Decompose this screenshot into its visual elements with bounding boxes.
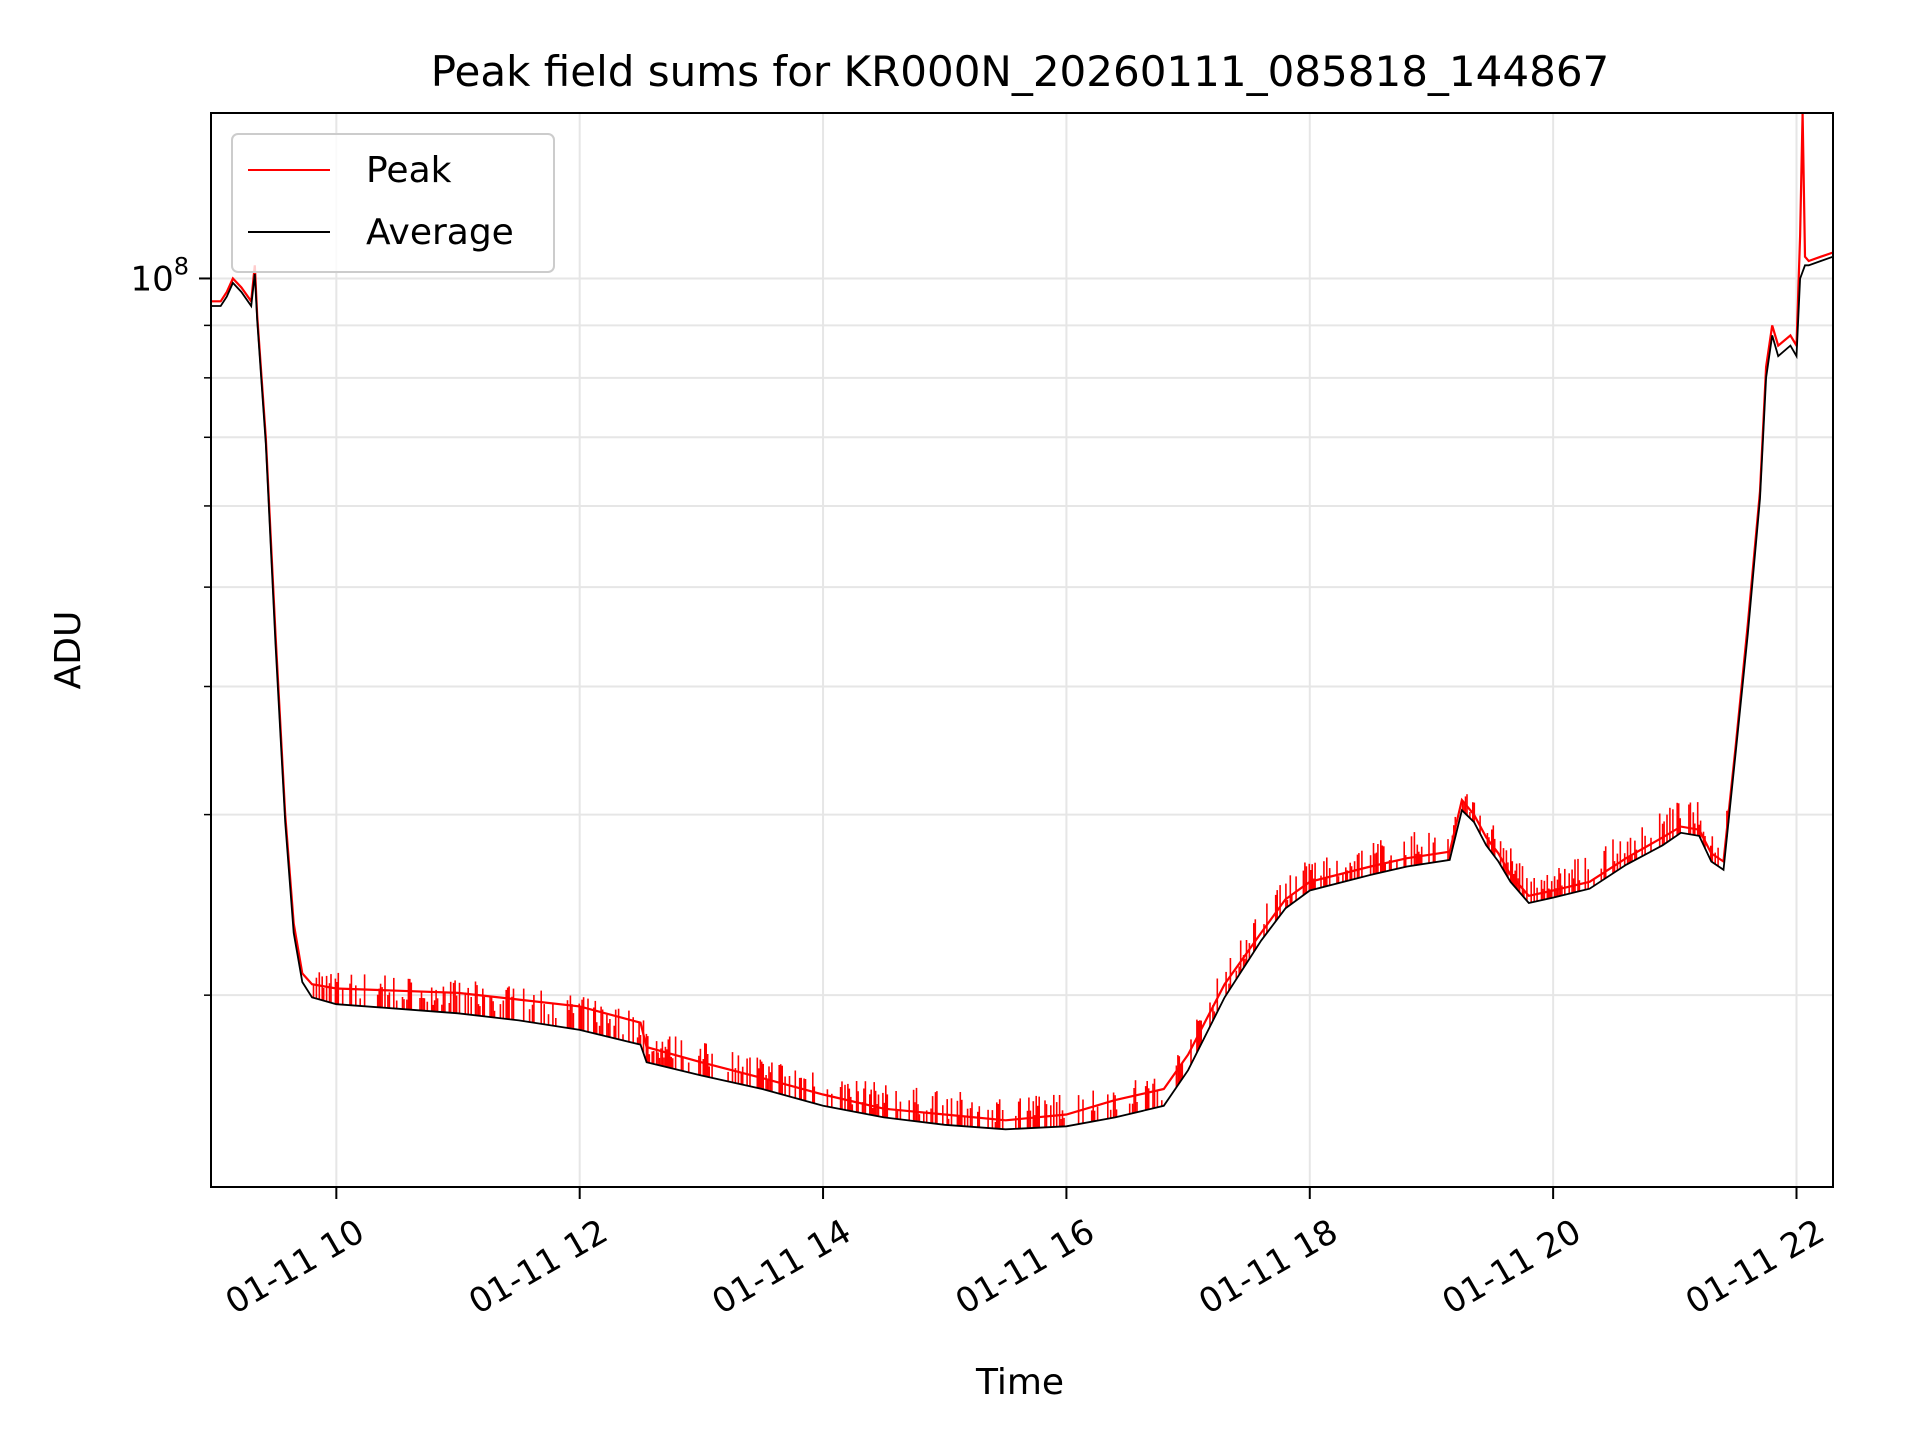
y-axis-ticks: 108 xyxy=(130,252,211,299)
y-tick-label: 108 xyxy=(130,252,189,299)
series-line-average xyxy=(211,255,1833,1131)
plot-frame xyxy=(210,112,1834,1188)
legend-label-average: Average xyxy=(366,212,514,253)
y-axis-label: ADU xyxy=(48,611,89,690)
x-axis-label: Time xyxy=(975,1362,1064,1403)
legend-box xyxy=(231,133,555,273)
legend-label-peak: Peak xyxy=(366,150,452,191)
chart-title: Peak field sums for KR000N_20260111_0858… xyxy=(431,47,1610,96)
legend: Peak Average xyxy=(231,133,555,273)
y-minor-ticks xyxy=(204,324,211,996)
